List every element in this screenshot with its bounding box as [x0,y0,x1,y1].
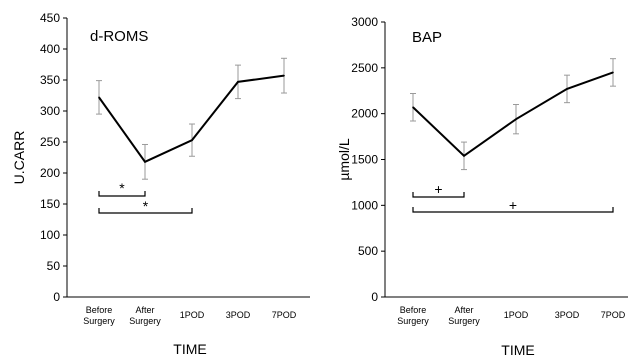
y-tick-label: 500 [358,244,378,258]
y-tick-label: 1500 [351,153,378,167]
significance-bracket [412,192,465,198]
y-tick-label: 0 [53,290,60,304]
x-tick-label: 7POD [272,310,297,320]
x-tick-label: 3POD [555,310,580,320]
y-axis-title: U.CARR [11,131,27,185]
x-tick-label: 1POD [504,310,529,320]
significance-bracket [98,208,193,214]
y-tick-label: 200 [40,166,60,180]
y-tick-label: 100 [40,228,60,242]
y-tick-label: 450 [40,11,60,25]
y-tick-label: 300 [40,104,60,118]
y-tick-label: 250 [40,135,60,149]
data-point [191,139,193,141]
data-point [463,155,465,157]
data-point [144,161,146,163]
x-tick-label: After [454,305,473,315]
y-tick-label: 0 [371,290,378,304]
significance-marker: + [509,197,517,213]
significance-marker: * [119,180,125,196]
significance-bracket [98,191,146,197]
x-tick-label: Surgery [448,316,480,326]
bap-chart: 050010001500200025003000BeforeSurgeryAft… [336,15,628,358]
y-tick-label: 150 [40,197,60,211]
data-point [283,74,285,77]
data-point [515,118,517,120]
x-axis-title: TIME [173,341,206,357]
y-tick-label: 3000 [351,15,378,29]
significance-marker: * [143,198,149,214]
y-tick-label: 1000 [351,198,378,212]
d-roms-chart: 050100150200250300350400450BeforeSurgery… [11,11,310,357]
data-point [612,71,614,74]
series-line [412,71,614,158]
x-tick-label: Surgery [83,316,115,326]
significance-marker: + [434,181,442,197]
data-point [98,96,100,99]
x-tick-label: Surgery [397,316,429,326]
x-tick-label: 7POD [601,310,626,320]
y-tick-label: 50 [47,259,61,273]
x-tick-label: After [135,305,154,315]
y-tick-label: 2000 [351,107,378,121]
data-point [237,81,239,83]
x-tick-label: Before [400,305,427,315]
x-tick-label: 1POD [180,310,205,320]
y-axis-title: µmol/L [336,138,352,181]
x-tick-label: Before [86,305,113,315]
x-tick-label: Surgery [129,316,161,326]
x-axis-title: TIME [501,342,534,358]
significance-bracket [412,207,614,213]
y-tick-label: 350 [40,73,60,87]
y-tick-label: 400 [40,42,60,56]
chart-title: d-ROMS [90,28,148,45]
chart-title: BAP [412,29,442,46]
x-tick-label: 3POD [226,310,251,320]
y-tick-label: 2500 [351,61,378,75]
data-point [566,88,568,90]
data-point [412,106,414,109]
